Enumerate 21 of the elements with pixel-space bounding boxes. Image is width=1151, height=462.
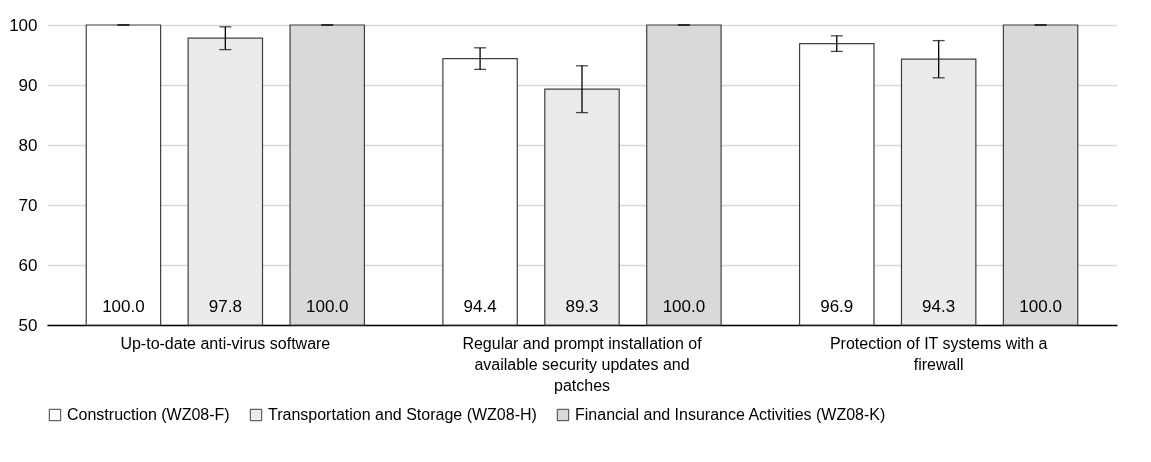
y-tick-label: 90 [18, 75, 38, 95]
legend-label: Transportation and Storage (WZ08-H) [268, 406, 537, 423]
x-tick-label: Regular and prompt installation of available security updates and patches [462, 334, 703, 394]
y-tick-label: 60 [18, 255, 38, 275]
data-label: 100.0 [662, 297, 706, 316]
data-label: 100.0 [305, 297, 349, 316]
y-tick-label: 50 [18, 315, 38, 335]
y-tick-label: 100 [9, 15, 38, 35]
data-label: 97.8 [208, 297, 242, 316]
y-tick-label: 80 [18, 135, 38, 155]
data-label: 94.3 [922, 297, 956, 316]
data-label: 89.3 [565, 297, 599, 316]
y-tick-label: 70 [18, 195, 38, 215]
data-label: 100.0 [1019, 297, 1062, 316]
legend-label: Financial and Insurance Activities (WZ08-K) [575, 406, 886, 423]
data-label: 96.9 [820, 297, 854, 316]
data-label: 94.4 [463, 297, 497, 316]
legend-label: Construction (WZ08-F) [67, 406, 230, 423]
data-label: 100.0 [102, 297, 145, 316]
x-tick-label: Protection of IT systems with a firewall [829, 334, 1048, 373]
x-tick-label: Up-to-date anti-virus software [120, 334, 331, 352]
